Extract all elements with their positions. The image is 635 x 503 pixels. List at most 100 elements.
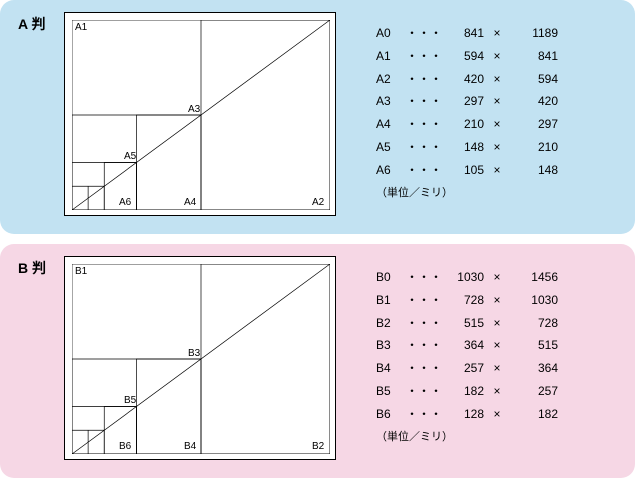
cell-x: × xyxy=(484,90,510,113)
panel-a: A 判A1A2A3A4A5A6A0・・・841×1189A1・・・594×841… xyxy=(0,0,635,234)
size-row: A4・・・210×297 xyxy=(376,113,617,136)
size-table: B0・・・1030×1456B1・・・728×1030B2・・・515×728B… xyxy=(336,256,617,444)
cell-x: × xyxy=(484,312,510,335)
diagram-label: A3 xyxy=(188,105,200,115)
size-row: B3・・・364×515 xyxy=(376,334,617,357)
cell-name: A1 xyxy=(376,45,406,68)
cell-h: 182 xyxy=(510,403,558,426)
cell-x: × xyxy=(484,266,510,289)
cell-w: 128 xyxy=(442,403,484,426)
size-row: B1・・・728×1030 xyxy=(376,289,617,312)
cell-w: 1030 xyxy=(442,266,484,289)
cell-sep: ・・・ xyxy=(406,136,442,159)
paper-size-diagram: B1 B2 B3 B4 B5 B6 xyxy=(64,256,336,460)
cell-name: B3 xyxy=(376,334,406,357)
cell-name: B1 xyxy=(376,289,406,312)
diagram-label: A2 xyxy=(312,198,324,208)
cell-sep: ・・・ xyxy=(406,380,442,403)
cell-name: B2 xyxy=(376,312,406,335)
size-row: B4・・・257×364 xyxy=(376,357,617,380)
cell-x: × xyxy=(484,45,510,68)
cell-w: 148 xyxy=(442,136,484,159)
cell-x: × xyxy=(484,113,510,136)
cell-sep: ・・・ xyxy=(406,334,442,357)
cell-h: 1189 xyxy=(510,22,558,45)
cell-sep: ・・・ xyxy=(406,266,442,289)
cell-w: 257 xyxy=(442,357,484,380)
cell-w: 105 xyxy=(442,159,484,182)
cell-name: B6 xyxy=(376,403,406,426)
cell-h: 148 xyxy=(510,159,558,182)
cell-sep: ・・・ xyxy=(406,22,442,45)
diagram-label: B3 xyxy=(188,349,200,359)
size-row: A5・・・148×210 xyxy=(376,136,617,159)
cell-name: B5 xyxy=(376,380,406,403)
cell-h: 515 xyxy=(510,334,558,357)
cell-name: A5 xyxy=(376,136,406,159)
cell-w: 297 xyxy=(442,90,484,113)
cell-h: 1456 xyxy=(510,266,558,289)
size-table: A0・・・841×1189A1・・・594×841A2・・・420×594A3・… xyxy=(336,12,617,200)
cell-w: 515 xyxy=(442,312,484,335)
panel-title: B 判 xyxy=(18,256,64,278)
size-row: A3・・・297×420 xyxy=(376,90,617,113)
cell-name: A0 xyxy=(376,22,406,45)
cell-h: 420 xyxy=(510,90,558,113)
cell-sep: ・・・ xyxy=(406,45,442,68)
paper-size-diagram: A1 A2 A3 A4 A5 A6 xyxy=(64,12,336,216)
cell-h: 594 xyxy=(510,68,558,91)
cell-x: × xyxy=(484,403,510,426)
unit-note: （単位／ミリ） xyxy=(376,428,617,444)
cell-h: 1030 xyxy=(510,289,558,312)
diagram-label: A6 xyxy=(119,198,131,208)
cell-sep: ・・・ xyxy=(406,289,442,312)
diagram-label: B4 xyxy=(184,442,196,452)
cell-h: 257 xyxy=(510,380,558,403)
cell-w: 364 xyxy=(442,334,484,357)
diagram-label: A5 xyxy=(124,152,136,162)
cell-name: A6 xyxy=(376,159,406,182)
cell-name: B0 xyxy=(376,266,406,289)
cell-h: 841 xyxy=(510,45,558,68)
cell-x: × xyxy=(484,380,510,403)
cell-w: 594 xyxy=(442,45,484,68)
cell-h: 210 xyxy=(510,136,558,159)
cell-x: × xyxy=(484,289,510,312)
diagram-label: B6 xyxy=(119,442,131,452)
cell-h: 728 xyxy=(510,312,558,335)
cell-h: 364 xyxy=(510,357,558,380)
cell-w: 420 xyxy=(442,68,484,91)
size-row: A0・・・841×1189 xyxy=(376,22,617,45)
cell-sep: ・・・ xyxy=(406,403,442,426)
cell-sep: ・・・ xyxy=(406,357,442,380)
cell-x: × xyxy=(484,136,510,159)
cell-h: 297 xyxy=(510,113,558,136)
cell-sep: ・・・ xyxy=(406,68,442,91)
cell-w: 182 xyxy=(442,380,484,403)
diagram-label: B1 xyxy=(75,267,87,277)
cell-w: 841 xyxy=(442,22,484,45)
size-row: A6・・・105×148 xyxy=(376,159,617,182)
size-row: A1・・・594×841 xyxy=(376,45,617,68)
cell-x: × xyxy=(484,68,510,91)
cell-w: 210 xyxy=(442,113,484,136)
cell-sep: ・・・ xyxy=(406,159,442,182)
cell-name: A2 xyxy=(376,68,406,91)
cell-sep: ・・・ xyxy=(406,90,442,113)
size-row: B0・・・1030×1456 xyxy=(376,266,617,289)
cell-x: × xyxy=(484,159,510,182)
cell-sep: ・・・ xyxy=(406,312,442,335)
unit-note: （単位／ミリ） xyxy=(376,184,617,200)
size-row: B5・・・182×257 xyxy=(376,380,617,403)
diagram-label: A1 xyxy=(75,23,87,33)
cell-x: × xyxy=(484,22,510,45)
panel-title: A 判 xyxy=(18,12,64,34)
panel-b: B 判B1B2B3B4B5B6B0・・・1030×1456B1・・・728×10… xyxy=(0,244,635,478)
cell-name: A4 xyxy=(376,113,406,136)
cell-x: × xyxy=(484,357,510,380)
cell-sep: ・・・ xyxy=(406,113,442,136)
diagram-label: A4 xyxy=(184,198,196,208)
diagram-label: B2 xyxy=(312,442,324,452)
diagram-label: B5 xyxy=(124,396,136,406)
size-row: B6・・・128×182 xyxy=(376,403,617,426)
